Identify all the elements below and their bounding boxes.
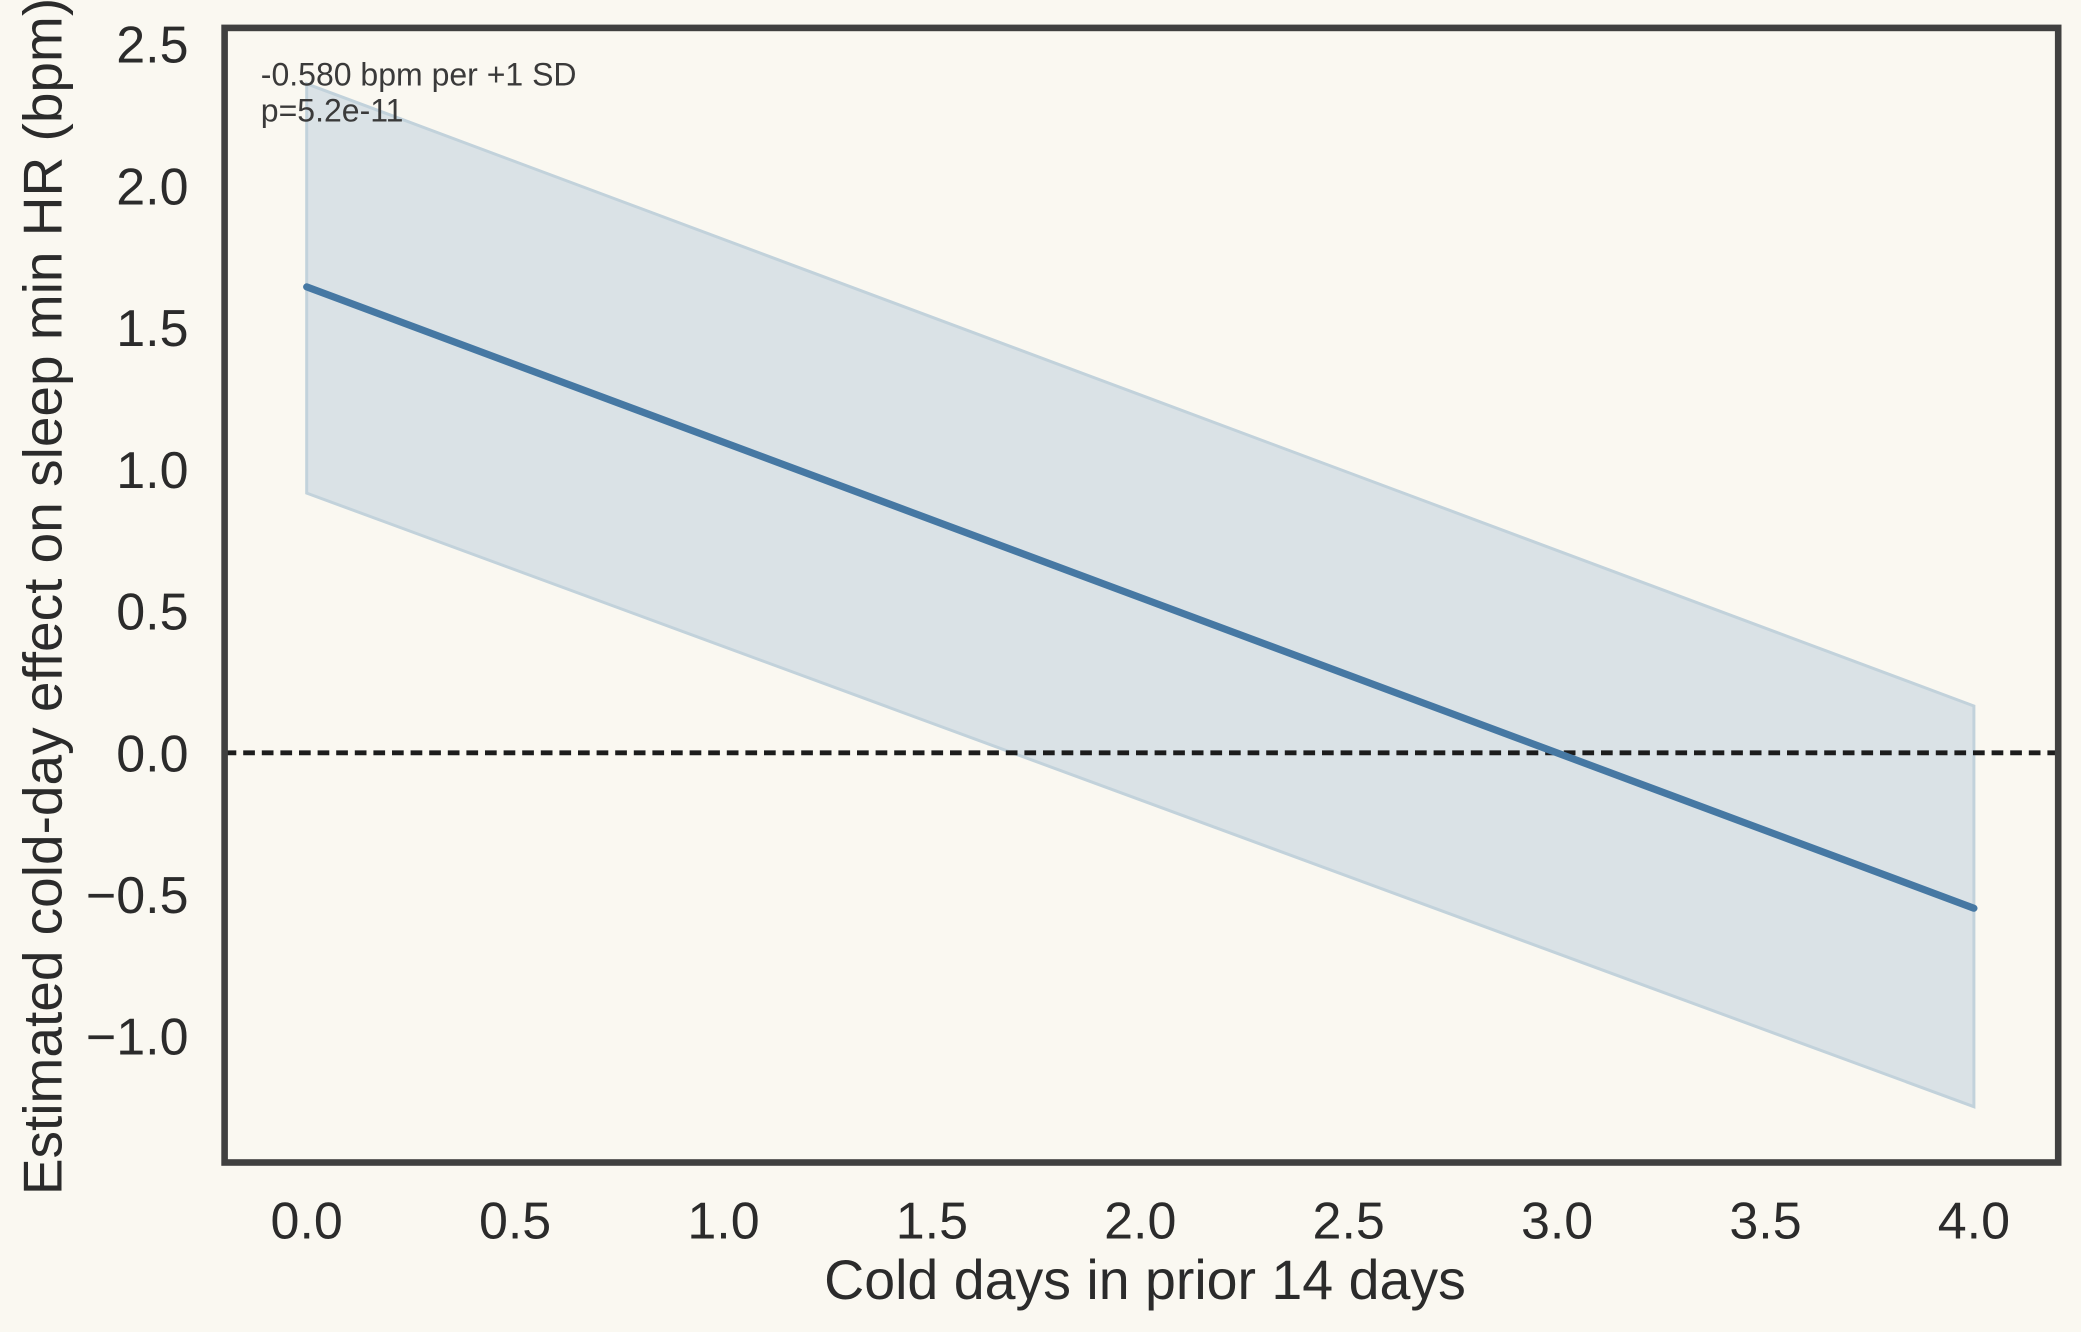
svg-text:2.5: 2.5	[1313, 1192, 1385, 1250]
svg-text:1.0: 1.0	[116, 442, 188, 500]
svg-text:p=5.2e-11: p=5.2e-11	[261, 92, 404, 128]
svg-text:0.5: 0.5	[116, 584, 188, 642]
svg-text:3.0: 3.0	[1521, 1192, 1593, 1250]
svg-text:Estimated cold-day effect on s: Estimated cold-day effect on sleep min H…	[12, 0, 74, 1195]
svg-text:0.5: 0.5	[479, 1192, 551, 1250]
svg-text:0.0: 0.0	[271, 1192, 343, 1250]
svg-text:2.0: 2.0	[1104, 1192, 1176, 1250]
svg-text:1.0: 1.0	[687, 1192, 759, 1250]
svg-text:3.5: 3.5	[1729, 1192, 1801, 1250]
svg-text:1.5: 1.5	[116, 300, 188, 358]
svg-text:Cold days in prior 14 days: Cold days in prior 14 days	[824, 1249, 1466, 1311]
svg-text:−1.0: −1.0	[86, 1009, 189, 1067]
svg-text:2.0: 2.0	[116, 158, 188, 216]
svg-text:2.5: 2.5	[116, 17, 188, 75]
svg-text:−0.5: −0.5	[86, 867, 189, 925]
svg-text:1.5: 1.5	[896, 1192, 968, 1250]
svg-text:0.0: 0.0	[116, 725, 188, 783]
svg-text:-0.580 bpm per +1 SD: -0.580 bpm per +1 SD	[261, 57, 577, 93]
svg-text:4.0: 4.0	[1938, 1192, 2010, 1250]
